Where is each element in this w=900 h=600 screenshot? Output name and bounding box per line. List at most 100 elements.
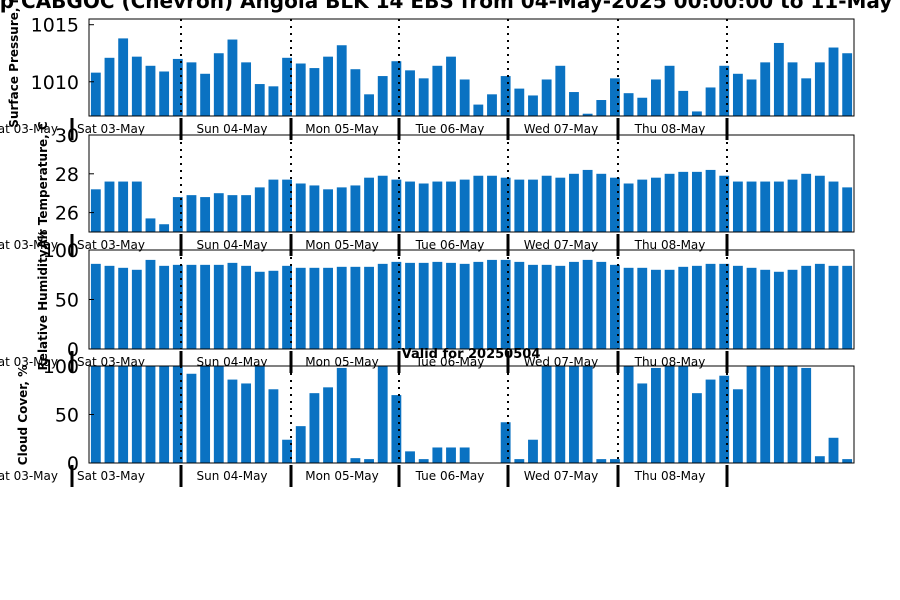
- data-bar: [719, 263, 730, 349]
- data-bar: [104, 57, 115, 116]
- data-bar: [528, 264, 538, 349]
- data-bar: [487, 175, 497, 232]
- data-bar: [569, 173, 579, 232]
- x-tick-label: Thu 08-May: [634, 469, 706, 483]
- y-axis-label: Relative Humidity, %: [36, 230, 50, 371]
- data-bar: [200, 73, 211, 116]
- data-bar: [118, 267, 129, 349]
- data-bar: [473, 175, 484, 232]
- data-bar: [186, 62, 197, 116]
- data-bar: [459, 447, 470, 463]
- data-bar: [596, 261, 607, 349]
- data-bar: [528, 179, 538, 232]
- x-tick-label: Sat 03-May: [77, 238, 145, 252]
- data-bar: [842, 459, 853, 463]
- data-bar: [323, 189, 333, 232]
- data-bar: [500, 259, 511, 349]
- data-bar: [623, 183, 634, 232]
- data-bar: [814, 263, 825, 349]
- data-bar: [295, 267, 306, 349]
- data-bar: [172, 264, 183, 349]
- data-bar: [131, 366, 142, 463]
- data-bar: [582, 259, 593, 349]
- y-tick-label: 30: [55, 125, 79, 147]
- x-tick-label: Tue 06-May: [415, 122, 485, 136]
- data-bar: [760, 62, 771, 116]
- data-bar: [254, 366, 265, 463]
- data-bar: [801, 265, 812, 349]
- x-tick-label: Mon 05-May: [305, 122, 379, 136]
- x-tick-label: Tue 06-May: [415, 469, 485, 483]
- data-bar: [350, 266, 361, 349]
- data-bar: [227, 195, 238, 232]
- data-bar: [623, 366, 634, 463]
- data-bar: [418, 183, 429, 232]
- data-bar: [678, 90, 689, 116]
- y-tick-label: 0: [67, 453, 79, 475]
- data-bar: [186, 373, 197, 463]
- data-bar: [678, 266, 689, 349]
- data-bar: [336, 45, 347, 116]
- data-bar: [582, 169, 593, 232]
- x-tick-label: Mon 05-May: [305, 469, 379, 483]
- data-bar: [678, 171, 689, 232]
- data-bar: [145, 218, 156, 232]
- data-bar: [623, 93, 634, 116]
- data-bar: [459, 263, 470, 349]
- data-bar: [459, 79, 470, 116]
- valid-date-annotation: Valid for 20250504: [402, 347, 541, 362]
- data-bar: [596, 100, 607, 116]
- data-bar: [828, 265, 839, 349]
- data-bar: [732, 389, 743, 463]
- data-bar: [746, 181, 757, 232]
- data-bar: [323, 387, 333, 463]
- data-bar: [773, 271, 784, 349]
- data-bar: [801, 173, 812, 232]
- y-tick-label: 26: [55, 203, 79, 225]
- data-bar: [350, 69, 361, 116]
- data-bar: [691, 171, 702, 232]
- data-bar: [145, 259, 156, 349]
- data-bar: [268, 179, 279, 232]
- data-bar: [309, 393, 320, 463]
- data-bar: [405, 451, 415, 463]
- data-bar: [350, 185, 361, 232]
- data-bar: [405, 181, 415, 232]
- data-bar: [90, 366, 101, 463]
- y-axis-label: Cloud Cover, %: [16, 365, 30, 465]
- x-tick-label: Sat 03-May: [77, 469, 145, 483]
- data-bar: [104, 366, 115, 463]
- chart-title: op CABGOC (Chevron) Angola BLK 14 EBS fr…: [0, 0, 892, 13]
- data-bar: [705, 263, 716, 349]
- data-bar: [309, 267, 320, 349]
- data-bar: [555, 265, 566, 349]
- data-bar: [268, 270, 279, 349]
- data-bar: [336, 367, 347, 463]
- data-bar: [309, 185, 320, 232]
- data-bar: [227, 379, 238, 463]
- x-tick-label: Tue 06-May: [415, 238, 485, 252]
- data-bar: [555, 366, 566, 463]
- data-bar: [254, 187, 265, 232]
- x-tick-label: Mon 05-May: [305, 238, 379, 252]
- data-bar: [610, 459, 620, 463]
- y-tick-label: 1015: [31, 15, 79, 37]
- data-bar: [705, 169, 716, 232]
- data-bar: [459, 179, 470, 232]
- data-bar: [213, 264, 224, 349]
- data-bar: [364, 459, 374, 463]
- data-bar: [787, 269, 798, 349]
- data-bar: [227, 39, 238, 116]
- data-bar: [828, 437, 839, 463]
- data-bar: [405, 70, 415, 116]
- data-bar: [213, 366, 224, 463]
- data-bar: [364, 177, 374, 232]
- data-bar: [541, 366, 552, 463]
- data-bar: [487, 94, 497, 116]
- data-bar: [569, 261, 579, 349]
- data-bar: [651, 79, 661, 116]
- data-bar: [514, 459, 525, 463]
- data-bar: [131, 269, 142, 349]
